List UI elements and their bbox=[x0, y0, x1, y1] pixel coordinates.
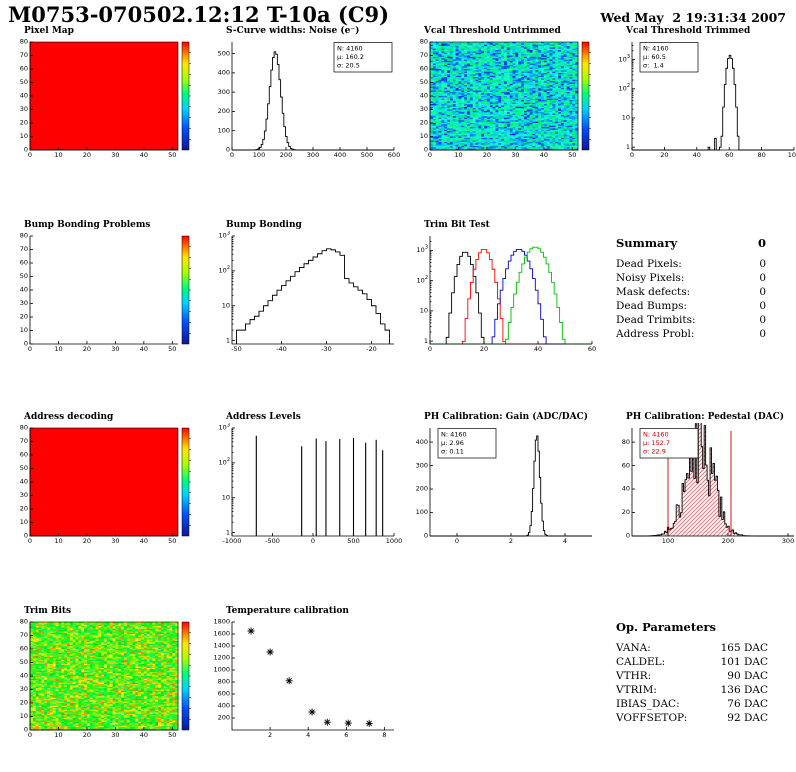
op-label: IBIAS_DAC: bbox=[616, 698, 680, 710]
summary-panel: Summary 0 Dead Pixels: 0 Noisy Pixels: 0 M… bbox=[616, 236, 766, 341]
summary-title: Summary bbox=[616, 236, 678, 250]
op-row-ibias: IBIAS_DAC: 76 DAC bbox=[616, 697, 768, 711]
bump-problems-title: Bump Bonding Problems bbox=[24, 220, 151, 230]
op-label: VANA: bbox=[616, 642, 651, 654]
vcal-untrimmed-chart bbox=[404, 37, 600, 163]
ph-gain-chart bbox=[404, 423, 600, 549]
temperature-calibration-panel: Temperature calibration bbox=[206, 606, 402, 743]
address-decoding-title: Address decoding bbox=[24, 412, 114, 422]
temperature-calibration-chart bbox=[206, 617, 402, 743]
op-label: CALDEL: bbox=[616, 656, 666, 668]
pixel-map-title: Pixel Map bbox=[24, 26, 74, 36]
pixel-map-panel: Pixel Map bbox=[4, 26, 200, 163]
vcal-untrimmed-panel: Vcal Threshold Untrimmed bbox=[404, 26, 600, 163]
page-title: M0753-070502.12:12 T-10a (C9) bbox=[8, 2, 390, 27]
bump-problems-panel: Bump Bonding Problems bbox=[4, 220, 200, 357]
address-levels-panel: Address Levels bbox=[206, 412, 402, 549]
trim-bit-test-title: Trim Bit Test bbox=[424, 220, 490, 230]
op-value: 136 DAC bbox=[720, 684, 768, 696]
op-row-vana: VANA: 165 DAC bbox=[616, 641, 768, 655]
trim-bits-panel: Trim Bits bbox=[4, 606, 200, 743]
summary-value: 0 bbox=[759, 328, 766, 340]
summary-label: Noisy Pixels: bbox=[616, 272, 685, 284]
vcal-untrimmed-title: Vcal Threshold Untrimmed bbox=[424, 26, 561, 36]
op-value: 76 DAC bbox=[727, 698, 768, 710]
op-row-voffsetop: VOFFSETOP: 92 DAC bbox=[616, 711, 768, 725]
op-parameters-panel: Op. Parameters VANA: 165 DAC CALDEL: 101 D… bbox=[616, 620, 768, 725]
temperature-calibration-title: Temperature calibration bbox=[226, 606, 349, 616]
op-value: 101 DAC bbox=[720, 656, 768, 668]
ph-pedestal-title: PH Calibration: Pedestal (DAC) bbox=[626, 412, 785, 422]
summary-row-dead-pixels: Dead Pixels: 0 bbox=[616, 257, 766, 271]
bump-bonding-panel: Bump Bonding bbox=[206, 220, 402, 357]
trim-bit-test-panel: Trim Bit Test bbox=[404, 220, 600, 357]
summary-value: 0 bbox=[759, 286, 766, 298]
trim-bits-chart bbox=[4, 617, 200, 743]
scurve-noise-title: S-Curve widths: Noise (e⁻) bbox=[226, 26, 360, 36]
scurve-noise-chart bbox=[206, 37, 402, 163]
summary-row-noisy-pixels: Noisy Pixels: 0 bbox=[616, 271, 766, 285]
trim-bits-title: Trim Bits bbox=[24, 606, 72, 616]
summary-row-mask-defects: Mask defects: 0 bbox=[616, 285, 766, 299]
address-decoding-chart bbox=[4, 423, 200, 549]
address-levels-title: Address Levels bbox=[226, 412, 301, 422]
summary-row-dead-trimbits: Dead Trimbits: 0 bbox=[616, 313, 766, 327]
op-label: VTHR: bbox=[616, 670, 652, 682]
ph-gain-title: PH Calibration: Gain (ADC/DAC) bbox=[424, 412, 588, 422]
summary-value: 0 bbox=[759, 300, 766, 312]
summary-row-address-probl: Address Probl: 0 bbox=[616, 327, 766, 341]
summary-header: Summary 0 bbox=[616, 236, 766, 250]
ph-gain-panel: PH Calibration: Gain (ADC/DAC) bbox=[404, 412, 600, 549]
summary-label: Address Probl: bbox=[616, 328, 695, 340]
op-value: 165 DAC bbox=[720, 642, 768, 654]
op-label: VOFFSETOP: bbox=[616, 712, 688, 724]
trim-bit-test-chart bbox=[404, 231, 600, 357]
op-label: VTRIM: bbox=[616, 684, 657, 696]
vcal-trimmed-title: Vcal Threshold Trimmed bbox=[626, 26, 751, 36]
ph-pedestal-panel: PH Calibration: Pedestal (DAC) bbox=[606, 412, 796, 549]
summary-total: 0 bbox=[757, 236, 766, 250]
summary-label: Dead Trimbits: bbox=[616, 314, 696, 326]
summary-label: Dead Bumps: bbox=[616, 300, 688, 312]
ph-pedestal-chart bbox=[606, 423, 796, 549]
pixel-map-chart bbox=[4, 37, 200, 163]
address-decoding-panel: Address decoding bbox=[4, 412, 200, 549]
op-value: 92 DAC bbox=[727, 712, 768, 724]
vcal-trimmed-chart bbox=[606, 37, 796, 163]
address-levels-chart bbox=[206, 423, 402, 549]
timestamp: Wed May 2 19:31:34 2007 bbox=[600, 10, 786, 25]
op-row-vthr: VTHR: 90 DAC bbox=[616, 669, 768, 683]
bump-bonding-chart bbox=[206, 231, 402, 357]
summary-label: Dead Pixels: bbox=[616, 258, 682, 270]
op-parameters-title: Op. Parameters bbox=[616, 620, 717, 634]
summary-value: 0 bbox=[759, 314, 766, 326]
bump-problems-chart bbox=[4, 231, 200, 357]
summary-label: Mask defects: bbox=[616, 286, 691, 298]
op-value: 90 DAC bbox=[727, 670, 768, 682]
summary-value: 0 bbox=[759, 272, 766, 284]
summary-value: 0 bbox=[759, 258, 766, 270]
op-parameters-header: Op. Parameters bbox=[616, 620, 768, 634]
op-row-vtrim: VTRIM: 136 DAC bbox=[616, 683, 768, 697]
op-row-caldel: CALDEL: 101 DAC bbox=[616, 655, 768, 669]
scurve-noise-panel: S-Curve widths: Noise (e⁻) bbox=[206, 26, 402, 163]
bump-bonding-title: Bump Bonding bbox=[226, 220, 302, 230]
vcal-trimmed-panel: Vcal Threshold Trimmed bbox=[606, 26, 796, 163]
summary-row-dead-bumps: Dead Bumps: 0 bbox=[616, 299, 766, 313]
